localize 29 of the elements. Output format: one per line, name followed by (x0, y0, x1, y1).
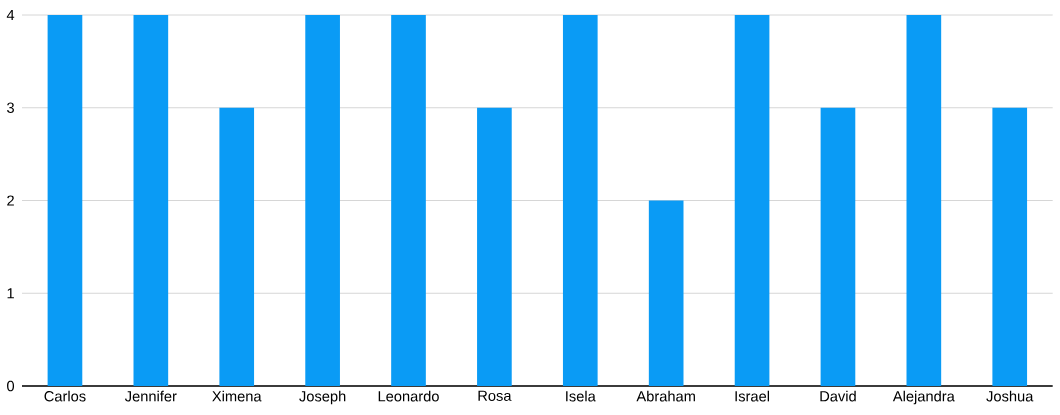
bar (648, 200, 684, 386)
x-tick-label: Leonardo (378, 390, 439, 402)
x-tick-label: Israel (735, 390, 770, 402)
bar (133, 15, 169, 386)
x-tick-label: Isela (566, 390, 596, 402)
bar (734, 15, 770, 386)
bar (906, 15, 942, 386)
y-tick-label: 0 (7, 380, 15, 392)
x-tick-label: Joshua (986, 390, 1034, 402)
y-tick-label: 4 (6, 9, 15, 21)
bar (992, 107, 1028, 386)
x-tick-label: Ximena (212, 390, 262, 402)
x-tick-label: David (820, 390, 856, 402)
y-tick-label: 2 (7, 195, 14, 206)
bar (47, 15, 83, 386)
bar (219, 107, 255, 386)
bar (391, 15, 426, 386)
x-tick-label: Joseph (299, 390, 346, 405)
bar (820, 107, 856, 386)
bar (562, 15, 598, 386)
y-tick-label: 1 (7, 288, 14, 299)
x-tick-label: Carlos (44, 390, 86, 402)
x-tick-label: Alejandra (892, 390, 955, 405)
bar (305, 15, 340, 386)
x-tick-label: Abraham (636, 390, 695, 402)
x-tick-label: Rosa (478, 390, 512, 401)
bar (477, 107, 512, 386)
x-tick-label: Jennifer (124, 390, 177, 402)
y-tick-label: 3 (7, 102, 14, 113)
